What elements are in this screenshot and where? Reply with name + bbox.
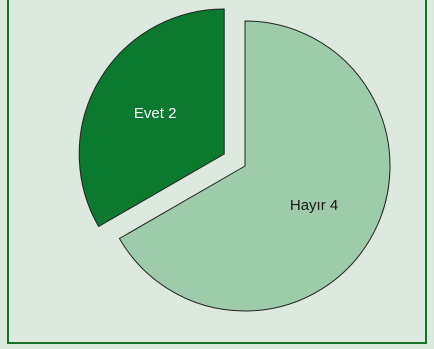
slice-category: Hayır: [290, 197, 326, 214]
slice-label: Hayır 4: [290, 197, 338, 214]
slice-value: 2: [168, 105, 176, 122]
slice-category: Evet: [134, 105, 165, 122]
chart-frame: [7, 0, 427, 344]
pie-slice: [118, 20, 391, 312]
slice-label: Evet 2: [134, 105, 177, 122]
pie-slice: [78, 8, 225, 228]
slice-value: 4: [330, 197, 338, 214]
